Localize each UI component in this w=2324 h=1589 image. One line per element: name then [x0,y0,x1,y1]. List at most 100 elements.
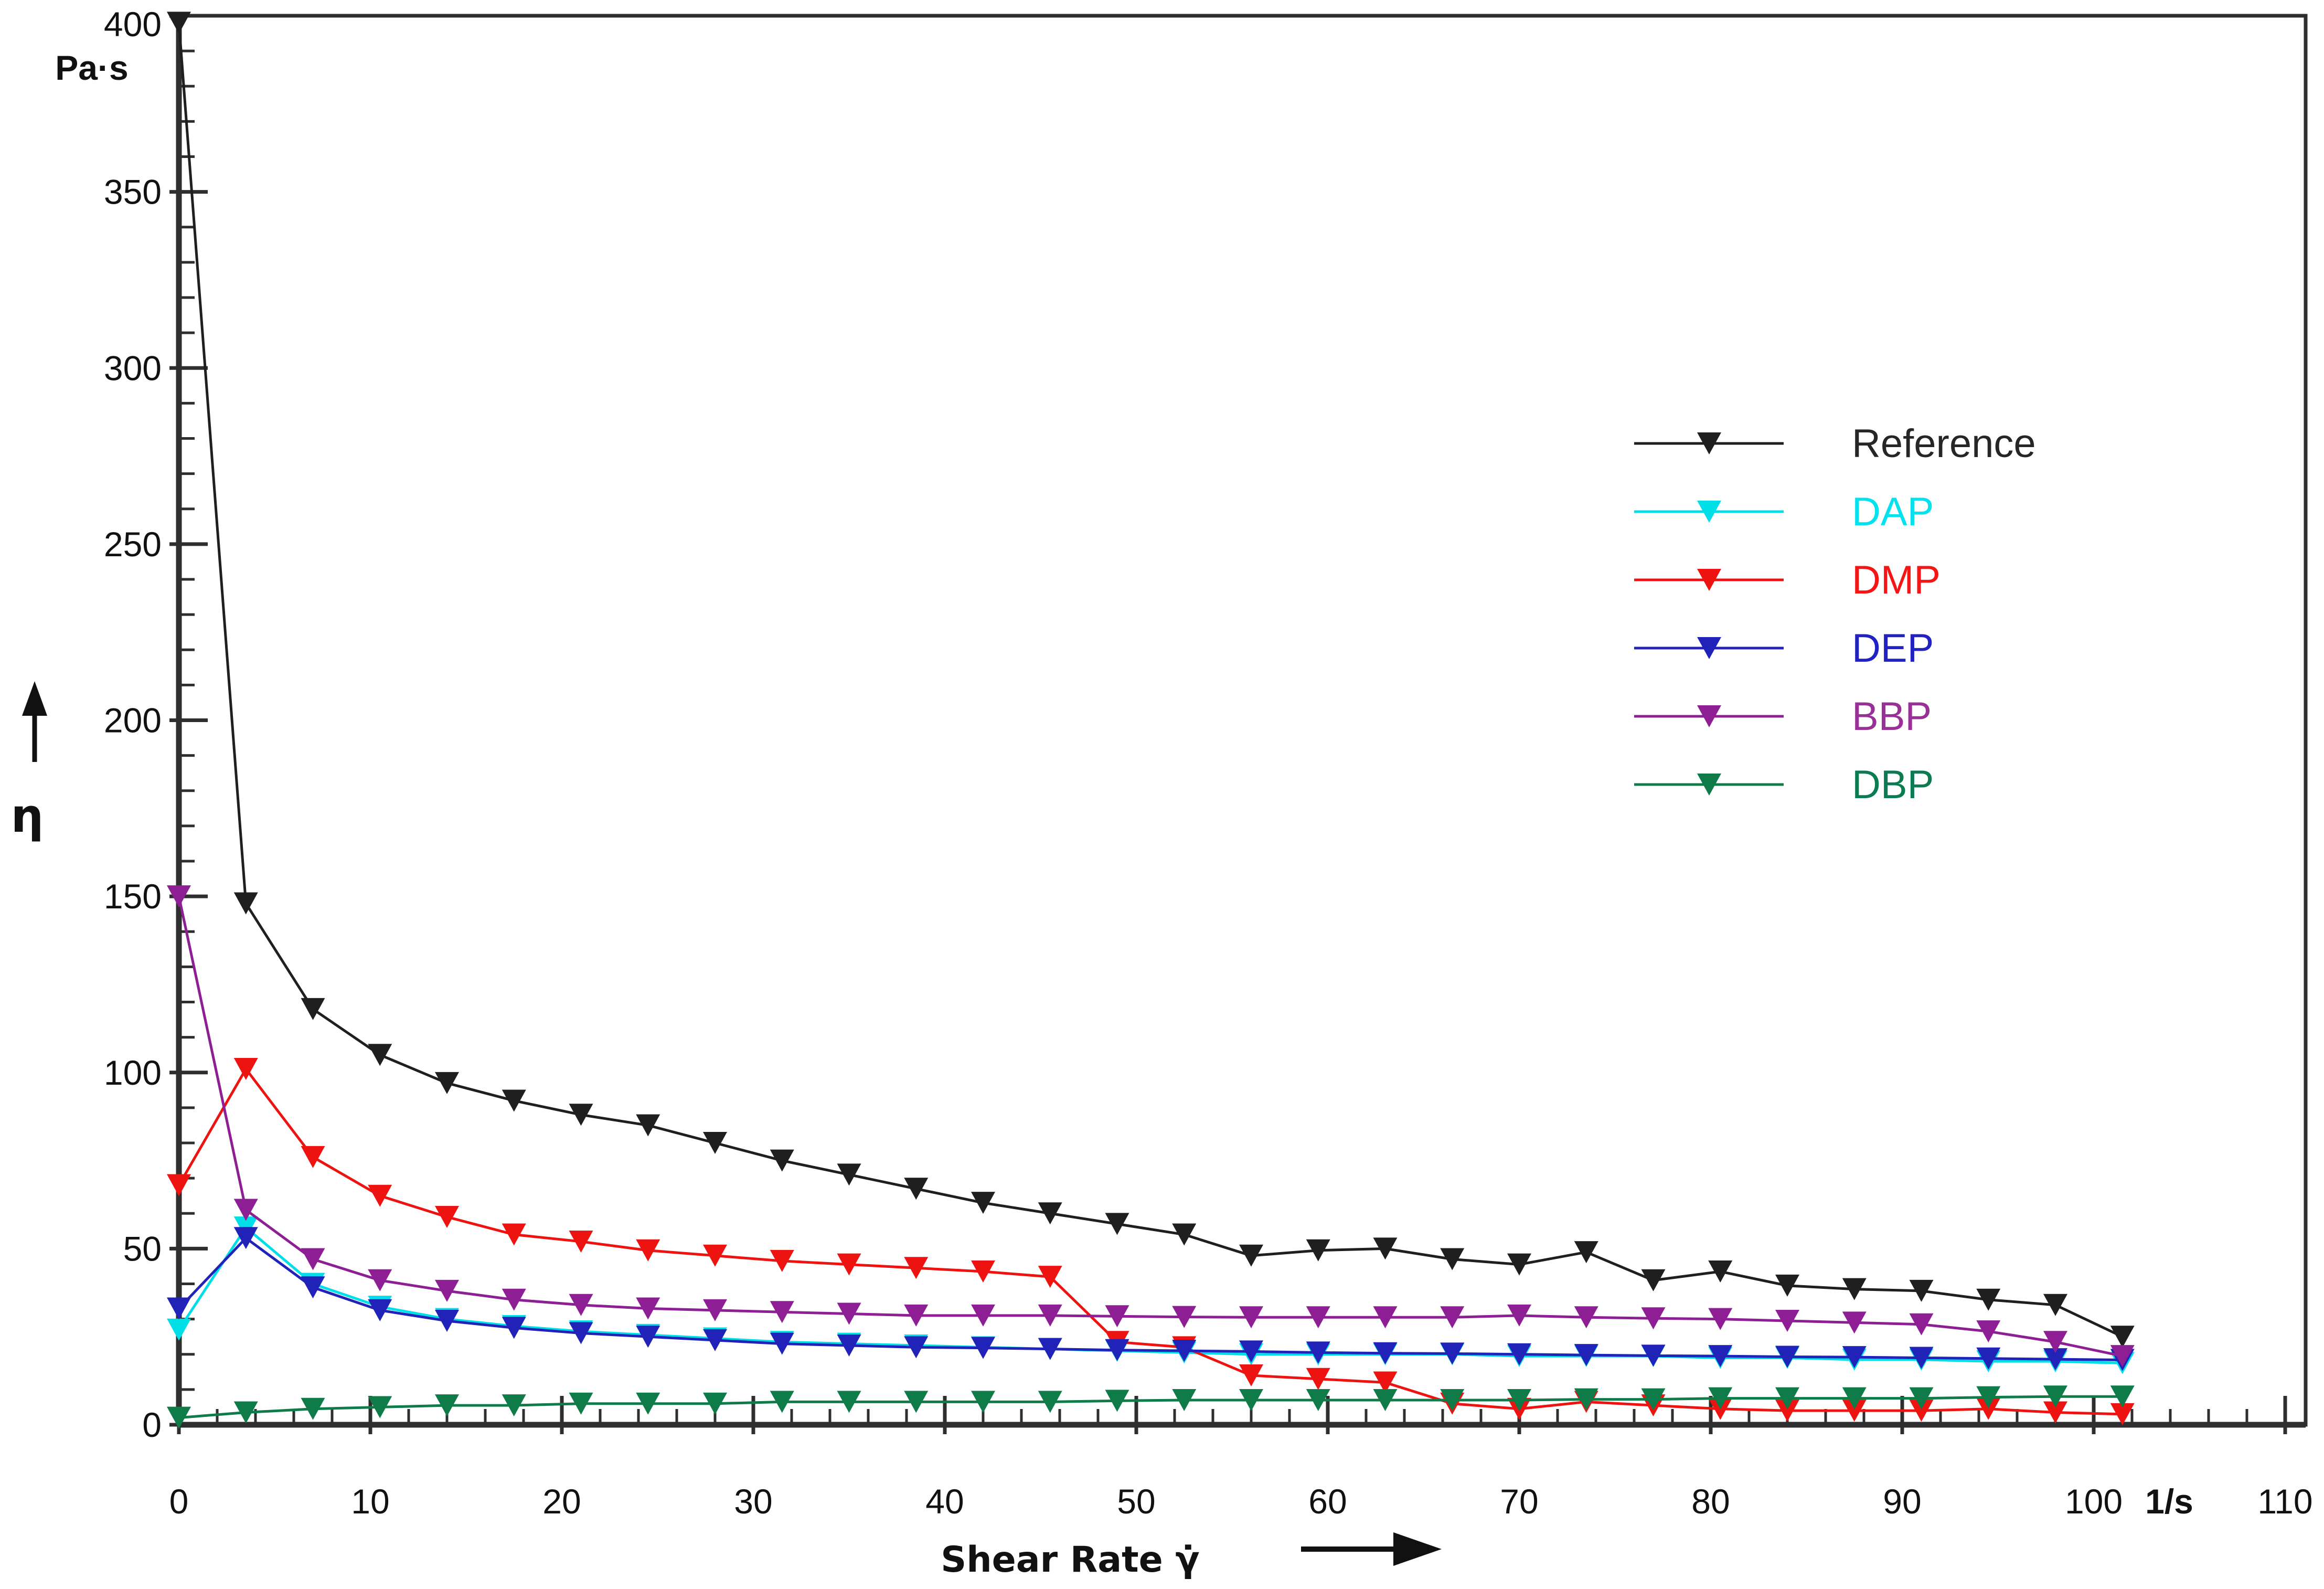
dep-marker [301,1276,325,1299]
x-tick-label: 80 [1691,1482,1730,1521]
dep-marker [569,1322,593,1344]
bbp-marker [1775,1309,1799,1332]
reference-marker [1641,1269,1666,1291]
dep-marker [1842,1346,1867,1369]
bbp-marker [636,1297,660,1320]
y-tick-label: 250 [104,525,162,564]
x-tick-label: 90 [1883,1482,1921,1521]
reference-marker [2043,1294,2067,1316]
legend-marker-dbp [1697,774,1721,796]
dbp-marker [301,1397,325,1420]
reference-marker [502,1089,526,1112]
dbp-marker [1038,1391,1062,1413]
dbp-marker [2110,1385,2135,1408]
dbp-marker [1574,1388,1598,1411]
legend-item-dmp: DMP [1634,558,1941,602]
bbp-marker [1507,1304,1531,1327]
dep-marker [1440,1342,1465,1365]
dbp-marker [1172,1389,1197,1412]
reference-marker [1976,1288,2001,1311]
bbp-marker [435,1279,459,1302]
dmp-marker [1239,1364,1263,1387]
series-dep [167,1227,2135,1371]
y-tick-label: 400 [104,5,162,44]
x-tick-label: 110 [2257,1482,2312,1521]
reference-marker [636,1114,660,1137]
bbp-marker [1976,1320,2001,1343]
bbp-marker [703,1299,727,1321]
axis-ticks-layer: 0 10 20 30 40 50 60 70 80 90 100 110 0 50 100 150 200 250… [104,5,2313,1521]
y-axis-unit-label: Pa·s [55,48,128,87]
dep-marker [1574,1344,1598,1366]
dmp-marker [502,1223,526,1246]
bbp-marker [301,1248,325,1270]
bbp-marker [2043,1331,2067,1353]
dbp-marker [1909,1387,1934,1410]
dep-marker [1507,1343,1531,1365]
dbp-marker [167,1406,191,1429]
reference-marker [167,12,191,34]
dmp-marker [904,1257,929,1279]
bbp-marker [1842,1311,1867,1334]
x-axis-unit-label: 1/s [2145,1482,2193,1521]
dep-marker [1038,1338,1062,1360]
dbp-marker [2043,1385,2067,1408]
reference-marker [1775,1274,1799,1297]
legend-marker-dep [1697,637,1721,659]
dmp-marker [435,1205,459,1228]
bbp-marker [1641,1307,1666,1330]
legend-item-dep: DEP [1634,626,1934,671]
legend-item-bbp: BBP [1634,694,1932,739]
reference-marker [1507,1253,1531,1276]
x-tick-label: 30 [734,1482,772,1521]
dep-marker [435,1309,459,1332]
dmp-marker [233,1058,258,1080]
reference-marker [1574,1241,1598,1264]
x-tick-label: 100 [2065,1482,2123,1521]
reference-marker [1708,1260,1733,1283]
dmp-marker [1909,1400,1934,1422]
dbp-marker [1373,1389,1398,1412]
dmp-marker [368,1184,392,1207]
legend-marker-dmp [1697,569,1721,591]
legend-item-dbp: DBP [1634,762,1934,807]
dmp-marker [1038,1266,1062,1288]
reference-marker [770,1149,794,1172]
dmp-marker [569,1230,593,1253]
dep-marker [167,1297,191,1320]
legend-label-dmp: DMP [1852,558,1941,602]
dmp-marker [770,1249,794,1272]
legend-item-dap: DAP [1634,490,1934,534]
x-tick-label: 20 [542,1482,581,1521]
reference-marker [1038,1202,1062,1225]
dep-marker [1373,1342,1398,1364]
reference-marker [435,1072,459,1094]
dep-line [178,1236,2123,1361]
dmp-marker [1775,1400,1799,1422]
x-axis-title: Shear Rate γ̇ [941,1539,1199,1581]
dep-marker [1172,1340,1197,1362]
dbp-marker [1641,1388,1666,1411]
dep-marker [233,1227,258,1249]
x-tick-label: 70 [1500,1482,1538,1521]
dmp-marker [2110,1403,2135,1425]
y-axis-symbol: η [11,789,44,843]
legend-label-bbp: BBP [1852,694,1932,739]
bbp-marker [1306,1306,1330,1329]
legend-label-reference: Reference [1852,421,2036,466]
dep-marker [1105,1339,1129,1361]
reference-marker [1440,1248,1465,1270]
y-tick-label: 350 [104,173,162,211]
bbp-marker [368,1269,392,1291]
series-dbp [167,1385,2135,1429]
dmp-marker [703,1244,727,1267]
dmp-marker [2043,1401,2067,1424]
y-tick-label: 150 [104,877,162,916]
plot-frame-layer [176,14,2308,1428]
dap-marker [167,1318,191,1341]
series-reference [167,12,2135,1348]
dbp-marker [1239,1389,1263,1412]
dbp-marker [368,1396,392,1418]
